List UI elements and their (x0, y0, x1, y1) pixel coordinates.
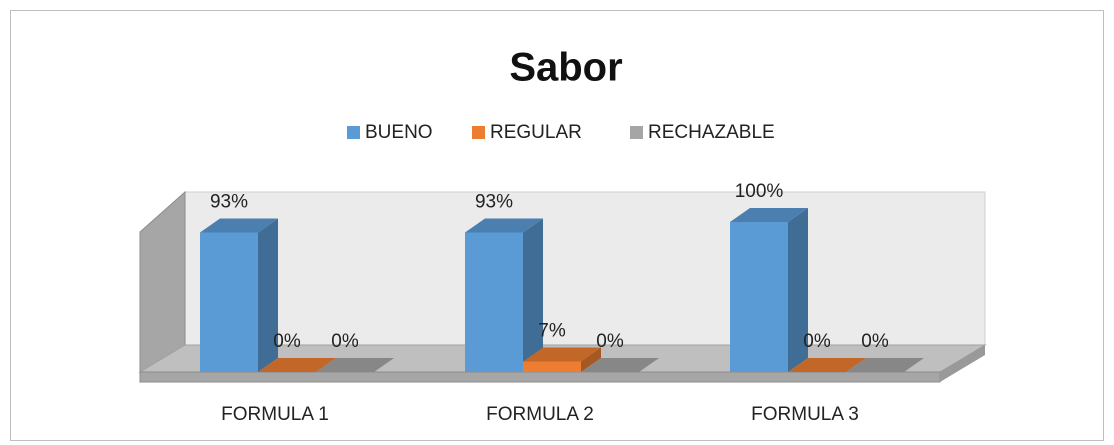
bar-top (316, 358, 394, 372)
bar-side (788, 208, 808, 372)
x-tick-label: FORMULA 2 (486, 404, 594, 425)
data-label: 93% (210, 192, 248, 213)
bar-top (523, 347, 601, 362)
bar-side (523, 218, 543, 372)
data-label: 0% (861, 331, 889, 352)
bar-top (581, 358, 659, 372)
data-label: 0% (331, 331, 359, 352)
bar-top (846, 358, 924, 372)
bar-top (200, 218, 278, 233)
x-tick-label: FORMULA 1 (221, 404, 329, 425)
data-label: 7% (538, 321, 566, 342)
bar-top (730, 208, 808, 222)
floor-side (940, 345, 985, 382)
bar-side (258, 218, 278, 372)
bar-side (581, 347, 601, 372)
bar (730, 222, 788, 372)
bar (465, 232, 523, 372)
data-label: 0% (803, 331, 831, 352)
floor-edge (139, 371, 941, 383)
data-label: 0% (596, 331, 624, 352)
legend-swatch (630, 126, 643, 139)
bar-top (788, 358, 866, 372)
back-wall (184, 191, 986, 346)
data-label: 0% (273, 331, 301, 352)
chart-title: Sabor (509, 46, 622, 90)
legend-label: RECHAZABLE (648, 122, 775, 143)
legend-swatch (472, 126, 485, 139)
bar-top (465, 218, 543, 233)
legend-label: BUENO (365, 122, 433, 143)
bar-top (258, 358, 336, 372)
x-tick-label: FORMULA 3 (751, 404, 859, 425)
data-label: 100% (735, 181, 784, 202)
data-label: 93% (475, 192, 513, 213)
legend-label: REGULAR (490, 122, 582, 143)
bar (523, 361, 581, 372)
legend-swatch (347, 126, 360, 139)
bar (200, 232, 258, 372)
